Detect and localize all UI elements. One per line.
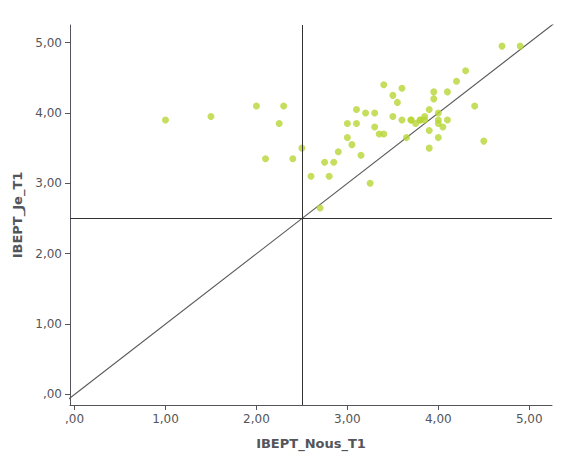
svg-text:IBEPT_Je_T1: IBEPT_Je_T1: [10, 172, 26, 259]
svg-text:4,00: 4,00: [35, 106, 62, 120]
svg-text:1,00: 1,00: [35, 317, 62, 331]
svg-text:2,00: 2,00: [35, 247, 62, 261]
svg-text:IBEPT_Nous_T1: IBEPT_Nous_T1: [256, 436, 366, 452]
svg-text:3,00: 3,00: [35, 176, 62, 190]
svg-text:,00: ,00: [65, 412, 84, 426]
svg-text:5,00: 5,00: [35, 36, 62, 50]
svg-text:4,00: 4,00: [425, 412, 452, 426]
svg-text:,00: ,00: [43, 387, 62, 401]
svg-text:1,00: 1,00: [152, 412, 179, 426]
svg-text:5,00: 5,00: [516, 412, 543, 426]
svg-text:2,00: 2,00: [243, 412, 270, 426]
svg-text:3,00: 3,00: [334, 412, 361, 426]
